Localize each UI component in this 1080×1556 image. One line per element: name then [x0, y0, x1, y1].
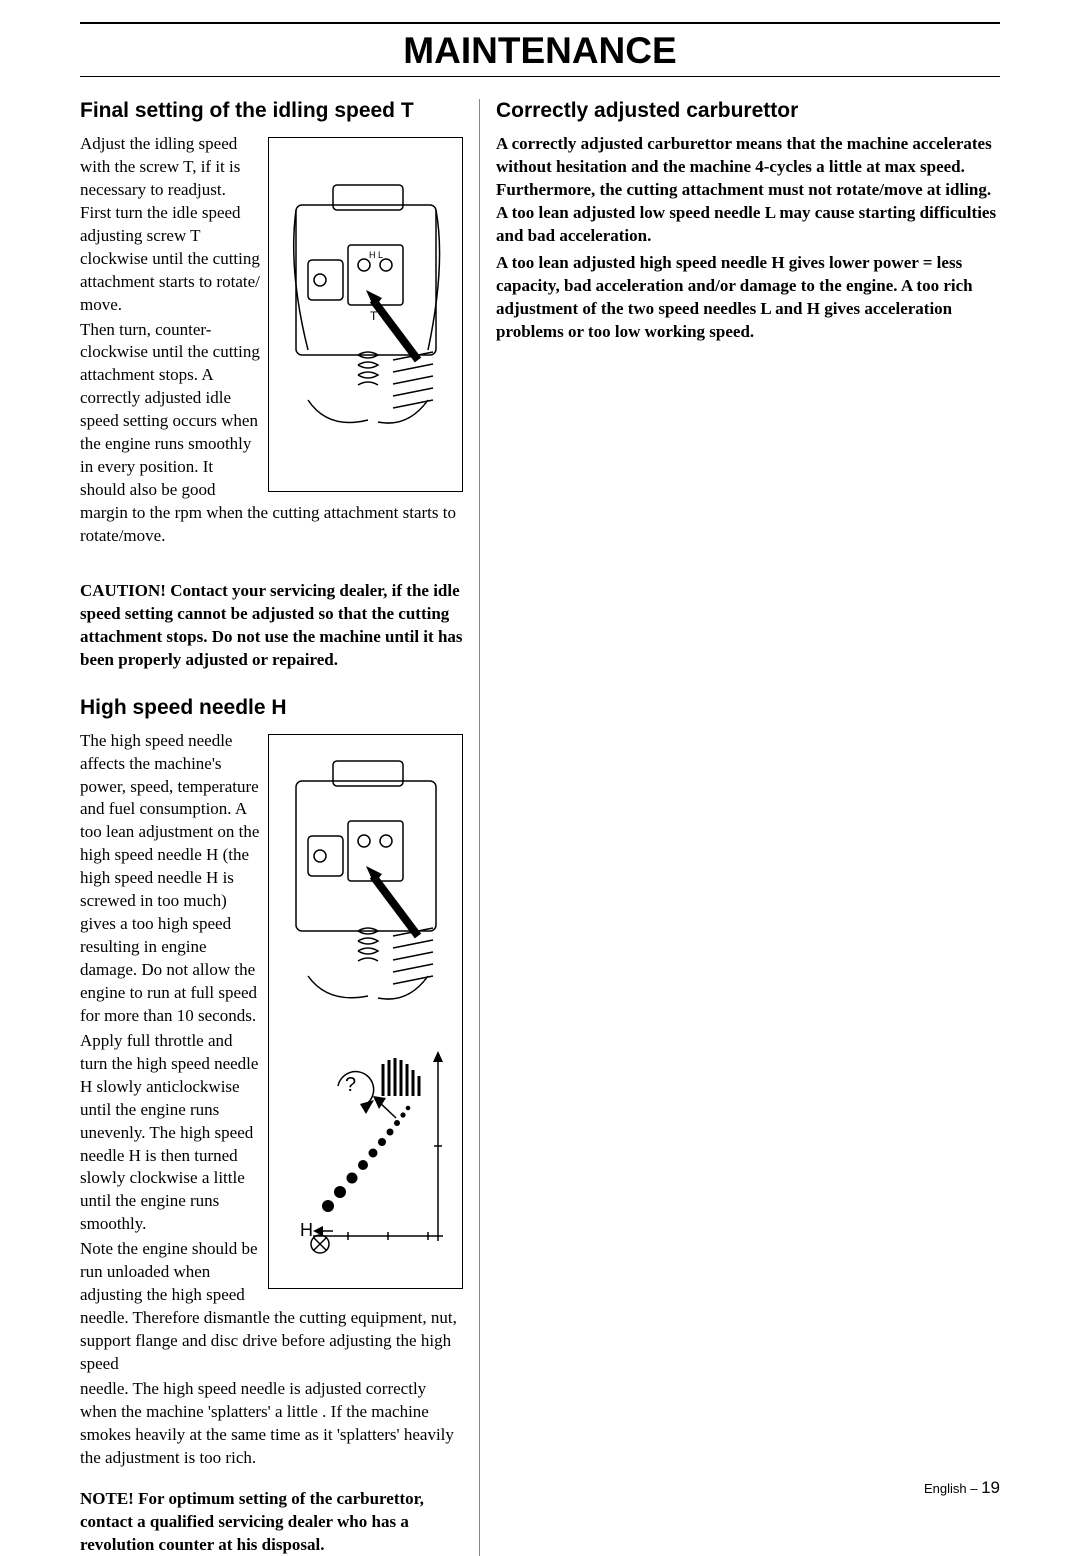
right-p1: A correctly adjusted carburettor means t… — [496, 133, 1000, 248]
sec1-body: H L T Adjust the idling s — [80, 133, 463, 550]
page-footer: English – 19 — [924, 1478, 1000, 1498]
svg-text:H L: H L — [369, 250, 383, 260]
footer-lang: English — [924, 1481, 967, 1496]
footer-sep: – — [967, 1481, 981, 1496]
footer-page-number: 19 — [981, 1478, 1000, 1497]
svg-text:T: T — [370, 309, 378, 323]
sec2-note: NOTE! For optimum setting of the carbure… — [80, 1488, 463, 1556]
sec1-heading: Final setting of the idling speed T — [80, 99, 463, 123]
sec2-body: ? — [80, 730, 463, 1378]
right-heading: Correctly adjusted carburettor — [496, 99, 1000, 123]
sec1-caution: CAUTION! Contact your servicing dealer, … — [80, 580, 463, 672]
right-body: A correctly adjusted carburettor means t… — [496, 133, 1000, 343]
top-rule — [80, 22, 1000, 24]
figure-high-speed: ? — [268, 734, 463, 1289]
title-underline — [80, 76, 1000, 77]
sec2-after: needle. The high speed needle is adjuste… — [80, 1378, 463, 1470]
svg-text:?: ? — [345, 1074, 356, 1096]
svg-text:H: H — [300, 1220, 313, 1240]
page-title: MAINTENANCE — [80, 30, 1000, 72]
engine-diagram-icon: H L T — [278, 150, 453, 480]
left-column: Final setting of the idling speed T — [80, 99, 480, 1556]
content-columns: Final setting of the idling speed T — [80, 99, 1000, 1556]
right-column: Correctly adjusted carburettor A correct… — [480, 99, 1000, 1556]
engine-and-rpm-diagram-icon: ? — [278, 746, 453, 1276]
right-p2: A too lean adjusted high speed needle H … — [496, 252, 1000, 344]
sec2-heading: High speed needle H — [80, 696, 463, 720]
figure-idling-speed: H L T — [268, 137, 463, 492]
